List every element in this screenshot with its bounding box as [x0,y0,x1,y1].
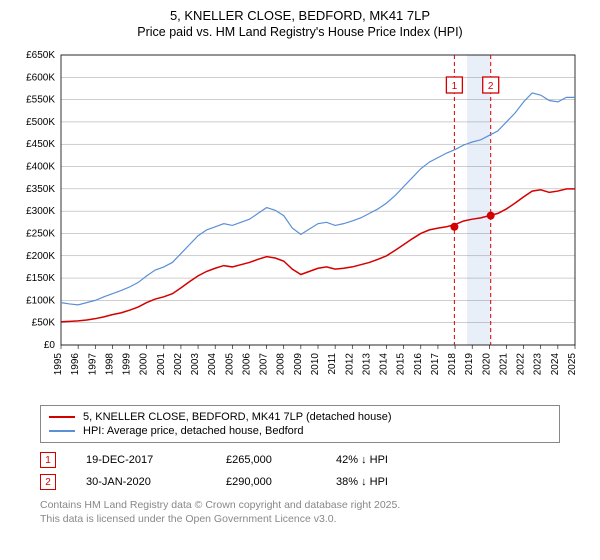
svg-text:£100K: £100K [26,295,55,306]
svg-text:2: 2 [488,81,494,92]
svg-text:£500K: £500K [26,117,55,128]
line-chart-svg: £0 £50K £100K £150K £200K £250K £300K £350K £400… [15,47,585,397]
sale-row: 2 30-JAN-2020£290,00038% ↓ HPI [40,471,560,493]
svg-text:2012: 2012 [344,353,355,376]
svg-text:1999: 1999 [122,353,133,376]
svg-text:£50K: £50K [32,318,56,329]
chart-title: 5, KNELLER CLOSE, BEDFORD, MK41 7LP [10,8,590,23]
svg-text:2024: 2024 [550,353,561,376]
svg-text:2005: 2005 [224,353,235,376]
svg-text:2006: 2006 [241,353,252,376]
svg-text:£550K: £550K [26,95,55,106]
legend-label: HPI: Average price, detached house, Bedf… [83,425,304,437]
svg-text:£0: £0 [44,340,56,351]
svg-text:2009: 2009 [293,353,304,376]
legend-item: 5, KNELLER CLOSE, BEDFORD, MK41 7LP (det… [49,410,551,424]
svg-text:2011: 2011 [327,353,338,375]
sales-table: 1 19-DEC-2017£265,00042% ↓ HPI 2 30-JAN-202… [40,449,560,493]
svg-text:2003: 2003 [190,353,201,376]
svg-text:£300K: £300K [26,206,55,217]
svg-text:£450K: £450K [26,139,55,150]
footer-attribution: Contains HM Land Registry data © Crown c… [40,499,560,526]
svg-text:£200K: £200K [26,251,55,262]
svg-text:2017: 2017 [430,353,441,376]
svg-text:2010: 2010 [310,353,321,376]
svg-text:£600K: £600K [26,72,55,83]
svg-text:2000: 2000 [139,353,150,376]
svg-text:2013: 2013 [361,353,372,376]
sale-row: 1 19-DEC-2017£265,00042% ↓ HPI [40,449,560,471]
svg-text:2023: 2023 [533,353,544,376]
sale-diff: 42% ↓ HPI [336,454,560,466]
sale-price: £265,000 [226,454,336,466]
sale-price: £290,000 [226,476,336,488]
legend-label: 5, KNELLER CLOSE, BEDFORD, MK41 7LP (det… [83,411,392,423]
svg-text:1998: 1998 [104,353,115,376]
svg-text:£650K: £650K [26,50,55,61]
svg-text:1995: 1995 [53,353,64,376]
sale-date: 19-DEC-2017 [86,454,226,466]
svg-text:1997: 1997 [87,353,98,376]
sale-date: 30-JAN-2020 [86,476,226,488]
legend-swatch [49,430,75,432]
svg-text:2004: 2004 [207,353,218,376]
footer-line-1: Contains HM Land Registry data © Crown c… [40,499,560,513]
svg-text:£400K: £400K [26,162,55,173]
svg-text:1996: 1996 [70,353,81,376]
svg-text:2025: 2025 [567,353,578,376]
sale-badge: 2 [40,474,56,490]
chart-subtitle: Price paid vs. HM Land Registry's House … [10,25,590,39]
chart-legend: 5, KNELLER CLOSE, BEDFORD, MK41 7LP (det… [40,405,560,443]
svg-text:2019: 2019 [464,353,475,376]
svg-text:£250K: £250K [26,228,55,239]
svg-text:2001: 2001 [156,353,167,376]
svg-text:£150K: £150K [26,273,55,284]
svg-text:2008: 2008 [276,353,287,376]
chart-container: 5, KNELLER CLOSE, BEDFORD, MK41 7LP Pric… [0,0,600,536]
svg-text:2007: 2007 [259,353,270,376]
svg-text:2022: 2022 [516,353,527,376]
svg-text:2016: 2016 [413,353,424,376]
chart-plot-area: £0 £50K £100K £150K £200K £250K £300K £350K £400… [15,47,585,397]
svg-text:2018: 2018 [447,353,458,376]
legend-item: HPI: Average price, detached house, Bedf… [49,424,551,438]
legend-swatch [49,416,75,418]
sale-badge: 1 [40,452,56,468]
svg-text:2020: 2020 [481,353,492,376]
svg-text:£350K: £350K [26,184,55,195]
sale-diff: 38% ↓ HPI [336,476,560,488]
svg-text:2015: 2015 [396,353,407,376]
svg-text:2021: 2021 [498,353,509,376]
svg-text:1: 1 [452,81,458,92]
svg-text:2002: 2002 [173,353,184,376]
svg-text:2014: 2014 [379,353,390,376]
footer-line-2: This data is licensed under the Open Gov… [40,513,560,527]
